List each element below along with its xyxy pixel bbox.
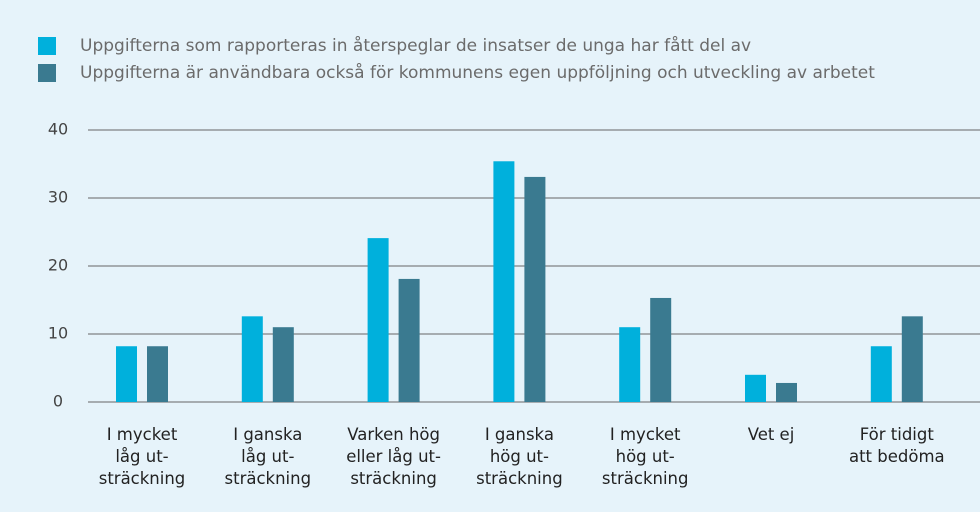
bar (398, 278, 420, 402)
x-tick-label: I mycket låg ut- sträckning (98, 425, 186, 488)
x-tick-label: För tidigt att bedöma (848, 425, 945, 466)
y-tick-label: 30 (48, 188, 68, 207)
legend-swatch (38, 37, 56, 55)
bar (272, 327, 294, 402)
y-tick-label: 10 (48, 324, 68, 343)
y-tick-label: 20 (48, 256, 68, 275)
legend-swatch (38, 64, 56, 82)
legend-label: Uppgifterna är användbara också för komm… (80, 62, 875, 83)
bar (745, 374, 766, 402)
bar (776, 382, 797, 402)
bar (524, 176, 546, 402)
y-tick-label: 40 (48, 120, 68, 139)
x-tick-label: Varken hög eller låg ut- sträckning (346, 425, 441, 488)
bar (147, 346, 168, 402)
bar (241, 316, 263, 402)
bar (870, 346, 892, 402)
x-tick-label: I mycket hög ut- sträckning (601, 425, 689, 488)
bar (619, 327, 641, 402)
bar (493, 161, 515, 402)
bar (650, 297, 672, 402)
y-tick-label: 0 (53, 392, 63, 411)
legend-label: Uppgifterna som rapporteras in återspegl… (80, 35, 751, 56)
x-tick-label: I ganska hög ut- sträckning (476, 425, 563, 488)
bar (116, 346, 137, 402)
bar (367, 238, 389, 402)
x-tick-label: Vet ej (747, 425, 795, 444)
bar (901, 316, 923, 402)
x-tick-label: I ganska låg ut- sträckning (224, 425, 312, 488)
